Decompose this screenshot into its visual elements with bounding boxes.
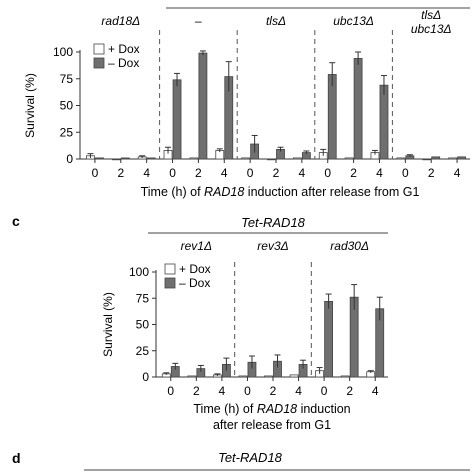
y-tick-label: 0	[66, 152, 73, 166]
bar-minus-dox	[379, 84, 389, 160]
legend-label-plus-dox: + Dox	[108, 42, 140, 56]
y-tick-label: 25	[60, 125, 74, 139]
bar-plus-dox	[422, 158, 432, 161]
x-tick-label: 0	[167, 384, 174, 398]
legend-label-plus-dox: + Dox	[179, 262, 211, 276]
legend-swatch-minus-dox	[93, 57, 105, 69]
group-label: –	[195, 14, 202, 28]
bar-minus-dox	[457, 156, 466, 160]
xlabel-gene-name: RAD18	[204, 185, 244, 199]
group-label-line2: ubc13Δ	[411, 22, 452, 36]
bar-minus-dox	[120, 157, 130, 160]
y-tick-label: 75	[60, 72, 74, 86]
x-tick-label: 4	[219, 384, 226, 398]
xlabel-text-part: induction after release from G1	[244, 185, 419, 199]
legend-swatch-plus-dox	[93, 43, 105, 55]
x-tick-label: 2	[273, 166, 280, 180]
group-label: rev3Δ	[257, 239, 288, 253]
xlabel-text-part: induction	[297, 402, 351, 416]
bar-minus-dox	[198, 52, 208, 160]
panel-label-c: c	[12, 213, 20, 229]
bar-minus-dox	[353, 58, 363, 160]
bar-plus-dox	[267, 158, 276, 161]
x-tick-label: 0	[244, 384, 251, 398]
bar-minus-dox	[431, 156, 441, 160]
y-tick-label: 0	[142, 370, 149, 384]
legend-swatch-minus-dox	[164, 277, 176, 289]
bar-plus-dox	[111, 158, 121, 161]
bar-minus-dox	[324, 300, 334, 378]
bar-minus-dox	[327, 74, 337, 160]
x-tick-label: 2	[346, 384, 353, 398]
y-tick-label: 75	[136, 291, 150, 305]
chart-panel-b: 0 25 50 75 100 Survival (%) rad18Δ 0 2 4 – 0 2 4 tlsΔ 0…	[23, 7, 470, 199]
bar-plus-dox	[264, 375, 273, 378]
xlabel-text-part: Time (h) of	[193, 402, 256, 416]
y-axis-label: Survival (%)	[101, 292, 115, 357]
bar-minus-dox	[95, 157, 104, 160]
bar-plus-dox	[238, 375, 248, 378]
x-axis-label-line1: Time (h) of RAD18 induction	[193, 402, 350, 416]
x-tick-label: 2	[195, 166, 202, 180]
bar-plus-dox	[340, 375, 350, 378]
chart-title: Tet-RAD18	[241, 215, 306, 230]
group-label: ubc13Δ	[333, 14, 374, 28]
x-tick-label: 4	[372, 384, 379, 398]
y-tick-label: 50	[60, 99, 74, 113]
group-label: rad30Δ	[330, 239, 369, 253]
x-tick-label: 2	[193, 384, 200, 398]
group-label: tlsΔ	[266, 14, 286, 28]
x-tick-label: 0	[92, 166, 99, 180]
x-tick-label: 4	[221, 166, 228, 180]
panel-d-title: Tet-RAD18	[218, 450, 283, 465]
bar-minus-dox	[172, 79, 182, 160]
bar-minus-dox	[146, 157, 156, 160]
x-axis-label: Time (h) of RAD18 induction after releas…	[141, 185, 420, 199]
panel-label-d: d	[12, 450, 21, 466]
y-tick-label: 50	[136, 318, 150, 332]
x-tick-label: 4	[376, 166, 383, 180]
bar-plus-dox	[344, 157, 354, 160]
y-tick-label: 25	[136, 344, 150, 358]
x-tick-label: 2	[350, 166, 357, 180]
bar-plus-dox	[292, 157, 302, 160]
x-tick-label: 2	[117, 166, 124, 180]
xlabel-gene-name: RAD18	[257, 402, 297, 416]
legend-label-minus-dox: – Dox	[108, 56, 139, 70]
x-tick-label: 4	[143, 166, 150, 180]
bar-plus-dox	[396, 157, 406, 160]
legend-label-minus-dox: – Dox	[179, 276, 210, 290]
chart-panel-c: Tet-RAD18 0 25 50 75 100 Survival (%) rev1Δ 0 2 4 r…	[101, 215, 388, 432]
x-tick-label: 0	[247, 166, 254, 180]
bar-plus-dox	[289, 374, 299, 378]
legend-swatch-plus-dox	[164, 263, 176, 275]
bar-plus-dox	[241, 157, 251, 160]
x-tick-label: 4	[295, 384, 302, 398]
x-tick-label: 0	[169, 166, 176, 180]
group-label: rad18Δ	[101, 14, 140, 28]
bar-plus-dox	[448, 157, 457, 160]
y-tick-label: 100	[53, 45, 73, 59]
group-label: rev1Δ	[181, 239, 212, 253]
x-tick-label: 2	[428, 166, 435, 180]
x-axis-label-line2: after release from G1	[213, 418, 331, 432]
y-tick-label: 100	[129, 265, 149, 279]
bar-plus-dox	[187, 375, 197, 378]
bar-plus-dox	[189, 157, 199, 160]
xlabel-text-part: Time (h) of	[141, 185, 204, 199]
x-tick-label: 4	[299, 166, 306, 180]
x-tick-label: 0	[321, 384, 328, 398]
x-tick-label: 0	[402, 166, 409, 180]
x-tick-label: 0	[324, 166, 331, 180]
group-label: tlsΔ	[421, 8, 441, 22]
x-tick-label: 4	[454, 166, 461, 180]
y-axis-label: Survival (%)	[23, 73, 37, 138]
x-tick-label: 2	[270, 384, 277, 398]
